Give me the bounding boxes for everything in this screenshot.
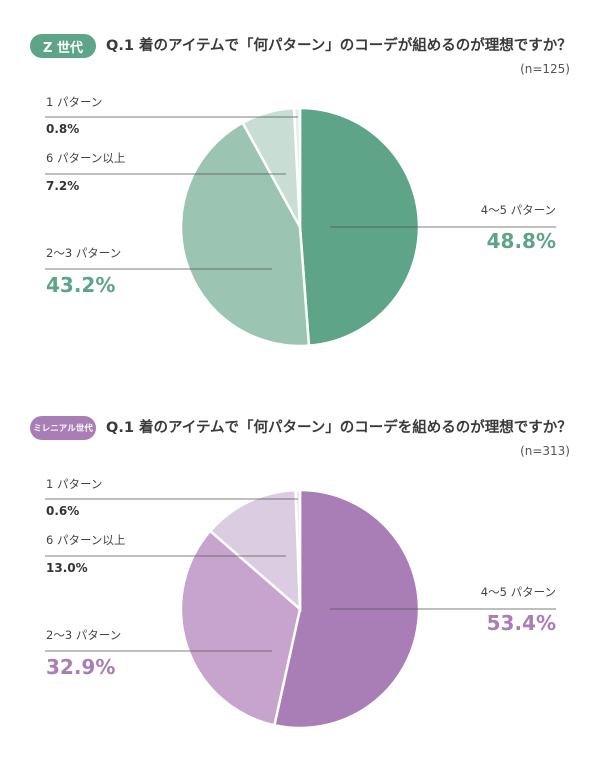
- slice-label: 6 パターン以上: [46, 533, 125, 547]
- slice-label: 1 パターン: [46, 95, 102, 109]
- slice-value: 53.4%: [487, 611, 556, 635]
- pie-chart: 4〜5 パターン 53.4% 2〜3 パターン 32.9% 6 パターン以上 13.0% 1…: [45, 477, 556, 730]
- sample-size: (n=313): [520, 444, 570, 458]
- slice-label: 2〜3 パターン: [46, 246, 121, 260]
- pie-slice: [208, 488, 302, 612]
- slice-value: 0.6%: [46, 504, 79, 518]
- pie-chart: 4〜5 パターン 48.8% 2〜3 パターン 43.2% 6 パターン以上 7.2% 1 …: [45, 95, 556, 348]
- pie-slice: [179, 121, 311, 348]
- pie-slice: [294, 488, 302, 610]
- slice-value: 48.8%: [487, 229, 556, 253]
- slice-value: 13.0%: [46, 561, 88, 575]
- slice-label: 4〜5 パターン: [481, 203, 556, 217]
- chart-millennial: ミレニアル世代 Q.1 着のアイテムで「何パターン」のコーデを組めるのが理想です…: [0, 382, 600, 764]
- slice-label: 1 パターン: [46, 477, 102, 491]
- generation-badge: ミレニアル世代: [30, 416, 96, 440]
- slice-value: 32.9%: [46, 655, 115, 679]
- pie-slice: [179, 529, 302, 727]
- generation-badge: Z 世代: [30, 34, 96, 58]
- chart-title: Q.1 着のアイテムで「何パターン」のコーデを組めるのが理想ですか？: [106, 420, 572, 436]
- slice-value: 0.8%: [46, 122, 79, 136]
- slice-value: 7.2%: [46, 179, 79, 193]
- pie-slice: [292, 106, 302, 228]
- slice-label: 6 パターン以上: [46, 151, 125, 165]
- slice-value: 43.2%: [46, 273, 115, 297]
- slice-label: 2〜3 パターン: [46, 628, 121, 642]
- chart-title: Q.1 着のアイテムで「何パターン」のコーデが組めるのが理想ですか？: [106, 38, 572, 54]
- sample-size: (n=125): [520, 62, 570, 76]
- slice-label: 4〜5 パターン: [481, 585, 556, 599]
- chart-zgen: Z 世代 Q.1 着のアイテムで「何パターン」のコーデが組めるのが理想ですか？ …: [30, 34, 572, 348]
